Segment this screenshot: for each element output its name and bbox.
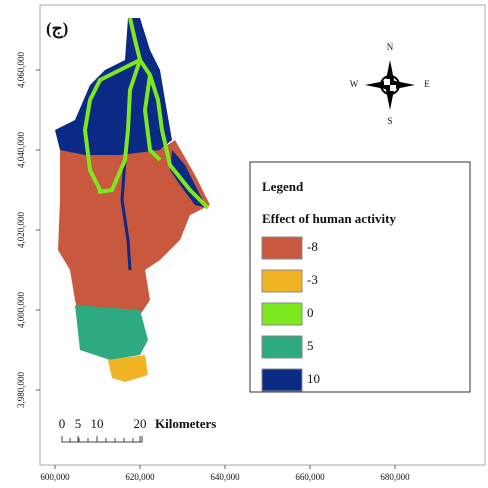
x-tick-label: 680,000: [380, 472, 410, 482]
region-orange: [108, 355, 148, 382]
x-tick-label: 640,000: [210, 472, 240, 482]
x-tick-label: 600,000: [40, 472, 70, 482]
legend-swatch: [261, 335, 303, 359]
y-tick-label: 4,020,000: [16, 212, 26, 249]
legend-swatch: [261, 368, 303, 392]
compass-w: W: [350, 79, 359, 89]
river: [120, 159, 132, 271]
legend-swatch: [261, 269, 303, 293]
y-tick-label: 4,040,000: [16, 132, 26, 169]
compass-e: E: [424, 79, 430, 89]
legend-label: 10: [307, 371, 320, 386]
region-teal: [75, 305, 148, 360]
scale-label: 5: [75, 416, 82, 431]
legend-label: -8: [307, 239, 318, 254]
y-tick-label: 4,060,000: [16, 52, 26, 89]
compass: [365, 60, 415, 110]
x-tick-label: 620,000: [125, 472, 155, 482]
scale-unit: Kilometers: [155, 416, 216, 431]
legend-subtitle: Effect of human activity: [262, 211, 396, 226]
compass-n: N: [387, 42, 394, 52]
y-tick-label: 3,980,000: [16, 372, 26, 409]
scale-label: 20: [134, 416, 147, 431]
legend-swatch: [261, 236, 303, 260]
legend-swatch: [261, 302, 303, 326]
panel-label: (ج): [46, 19, 68, 39]
scale-label: 0: [59, 416, 66, 431]
scale-label: 10: [91, 416, 104, 431]
compass-s: S: [387, 116, 392, 126]
legend-label: -3: [307, 272, 318, 287]
legend-label: 0: [307, 305, 314, 320]
region-blue: [170, 150, 208, 208]
y-tick-label: 4,000,000: [16, 292, 26, 329]
x-tick-label: 660,000: [295, 472, 325, 482]
rivers: [83, 17, 210, 210]
region-blue: [55, 18, 172, 155]
legend-label: 5: [307, 338, 314, 353]
legend-title: Legend: [262, 179, 304, 194]
